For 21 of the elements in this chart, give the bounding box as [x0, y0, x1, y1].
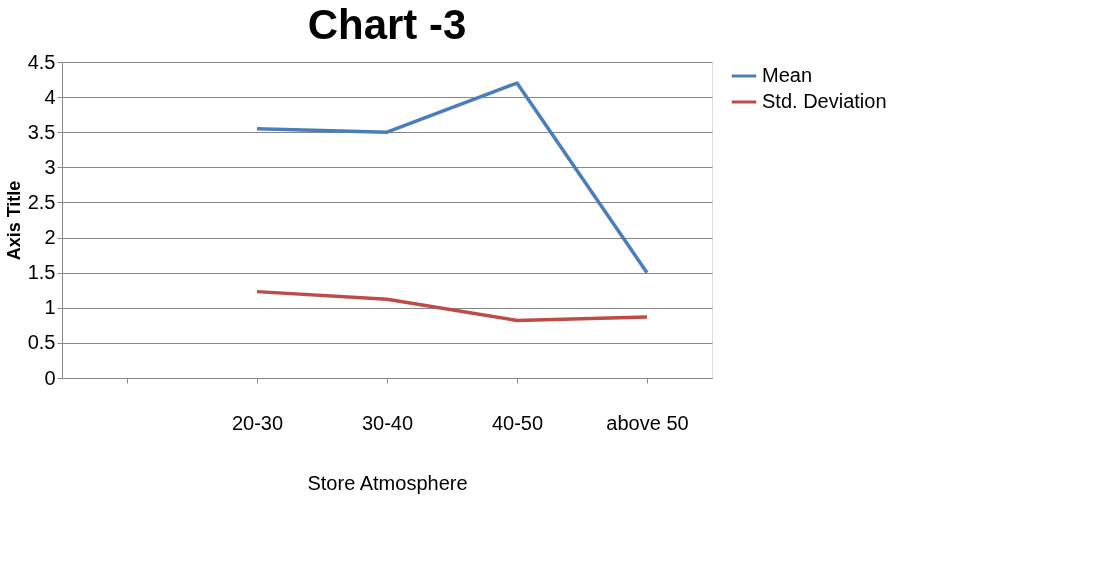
- y-tick-label: 4.5: [27, 50, 56, 73]
- x-tick-label: 30-40: [361, 411, 414, 434]
- chart-title: Chart -3: [307, 1, 467, 48]
- y-tick-label: 2.5: [27, 190, 56, 213]
- line-series: [255, 81, 649, 275]
- x-tick-label: 20-30: [231, 411, 284, 434]
- y-tick-label: 0.5: [27, 331, 56, 354]
- y-tick-label: 4: [44, 85, 56, 108]
- y-axis-title: Axis Title: [3, 180, 24, 261]
- y-tick-label: 0: [44, 366, 56, 389]
- y-tick-label: 2: [44, 226, 56, 249]
- x-axis-title: Store Atmosphere: [307, 471, 468, 494]
- y-tick-label: 1: [44, 296, 56, 319]
- y-tick-label: 3.5: [27, 120, 56, 143]
- x-tick-label: above 50: [606, 411, 689, 434]
- y-tick-label: 1.5: [27, 261, 56, 284]
- y-tick-label: 3: [44, 155, 56, 178]
- x-tick-label: 40-50: [491, 411, 544, 434]
- legend-label: Mean: [762, 64, 813, 86]
- line-series: [255, 289, 649, 323]
- legend-label: Std. Deviation: [762, 90, 887, 112]
